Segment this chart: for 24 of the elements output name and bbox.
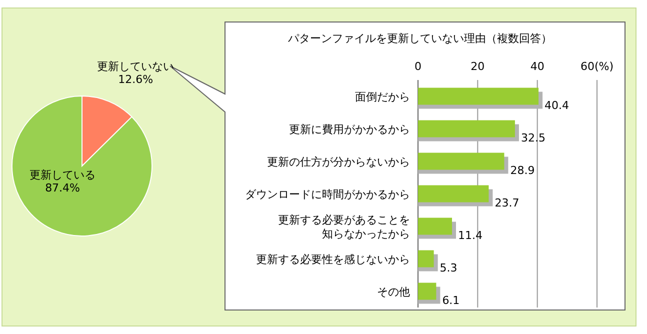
data-label: 5.3 [440,261,458,274]
y-tick-label: 更新する必要があることを知らなかったから [278,213,410,240]
y-tick-label: 更新の仕方が分からないから [267,155,410,168]
x-tick-label: 40 [530,60,544,73]
data-label: 87.4% [45,182,80,195]
y-tick-label: ダウンロードに時間がかかるから [245,188,410,201]
y-tick-label: 更新する必要性を感じないから [256,252,410,266]
chart-title: パターンファイルを更新していない理由（複数回答） [287,32,552,45]
slice-label: 更新している [30,168,96,182]
data-label: 6.1 [442,294,460,307]
slice-label: 更新していない [97,60,174,74]
pie-slice [12,96,152,236]
data-label: 12.6% [118,73,154,86]
data-label: 28.9 [510,164,535,177]
data-label: 40.4 [544,98,570,112]
x-tick-label: 0 [414,60,422,73]
data-label: 11.4 [458,228,483,242]
y-tick-label: その他 [377,285,410,298]
x-tick-label: 20 [470,60,485,73]
y-tick-label: 面倒だから [355,90,410,104]
y-tick-label: 更新に費用がかかるから [289,122,410,136]
data-label: 32.5 [520,131,546,144]
x-tick-label: 60(%) [580,60,614,73]
data-label: 23.7 [494,196,520,210]
